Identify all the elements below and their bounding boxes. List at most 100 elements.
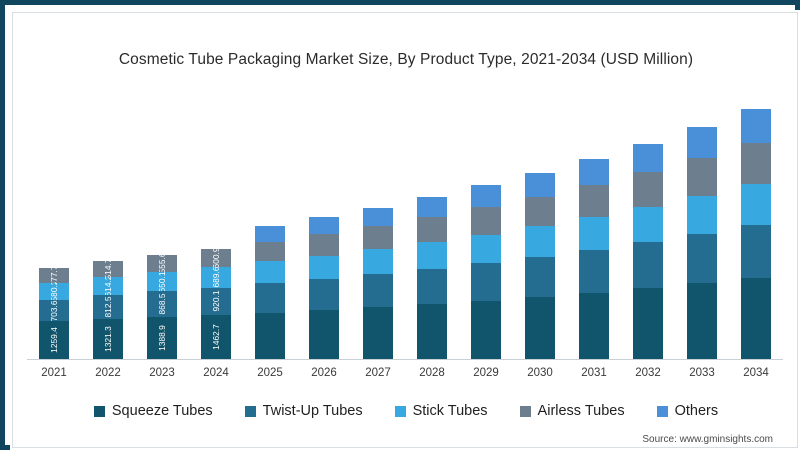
bar-segment[interactable]: [363, 249, 393, 275]
bar-segment[interactable]: [687, 196, 717, 234]
bar-segment[interactable]: 703.6: [39, 300, 69, 322]
bar-segment[interactable]: [741, 108, 771, 143]
bar-segment[interactable]: [363, 307, 393, 359]
bar-segment[interactable]: [579, 292, 609, 359]
bar-segment[interactable]: [363, 207, 393, 227]
bar-segment[interactable]: [579, 158, 609, 185]
bar-segment[interactable]: [525, 196, 555, 227]
bar-segment[interactable]: [417, 217, 447, 243]
bar-segment[interactable]: [471, 234, 501, 263]
legend-item-twist-up-tubes[interactable]: Twist-Up Tubes: [244, 403, 363, 419]
bar-segment-value-label: 868.5: [156, 293, 167, 315]
bar-segment[interactable]: [687, 126, 717, 158]
chart-legend: Squeeze Tubes Twist-Up Tubes Stick Tubes Ai…: [13, 403, 797, 419]
bar-segment[interactable]: [417, 268, 447, 305]
bar-segment[interactable]: [417, 304, 447, 359]
bar-segment[interactable]: [309, 278, 339, 311]
bar-segment[interactable]: [633, 288, 663, 359]
legend-item-label: Twist-Up Tubes: [262, 403, 363, 419]
bar-segment-value-label: 600.9: [210, 248, 221, 267]
bar-segment[interactable]: [525, 226, 555, 257]
x-axis-tick-label: 2025: [257, 367, 283, 379]
bar-segment[interactable]: 650.1: [147, 271, 177, 292]
bar-segment[interactable]: [471, 185, 501, 208]
bar-column[interactable]: [633, 143, 663, 359]
bar-segment[interactable]: 1462.7: [201, 315, 231, 359]
bar-segment[interactable]: [741, 184, 771, 225]
bar-segment[interactable]: [687, 158, 717, 197]
bar-segment[interactable]: 868.5: [147, 291, 177, 318]
legend-item-stick-tubes[interactable]: Stick Tubes: [394, 403, 488, 419]
bar-column[interactable]: [579, 158, 609, 359]
bar-segment[interactable]: [579, 249, 609, 293]
bar-segment[interactable]: [579, 184, 609, 218]
bar-column[interactable]: [471, 185, 501, 359]
legend-item-others[interactable]: Others: [656, 403, 718, 419]
bar-segment[interactable]: 514.7: [93, 261, 123, 277]
bar-segment-value-label: 650.1: [156, 271, 167, 292]
bar-segment[interactable]: 812.5: [93, 294, 123, 320]
bar-segment[interactable]: [687, 283, 717, 359]
bar-segment-value-label: 1462.7: [210, 324, 221, 350]
bar-segment[interactable]: [309, 310, 339, 359]
bar-segment[interactable]: 920.1: [201, 287, 231, 316]
bar-segment-value-label: 689.6: [210, 266, 221, 288]
bar-segment[interactable]: 477.7: [39, 268, 69, 283]
x-axis-tick-label: 2033: [689, 367, 715, 379]
bar-column[interactable]: 600.9 689.6 920.1 1462.7: [201, 248, 231, 359]
bar-segment[interactable]: 1259.4: [39, 321, 69, 359]
bar-column[interactable]: [741, 108, 771, 359]
bar-segment[interactable]: [633, 207, 663, 243]
bar-segment[interactable]: [363, 274, 393, 308]
bar-segment[interactable]: [255, 241, 285, 262]
bar-segment[interactable]: [471, 300, 501, 359]
bar-segment[interactable]: [309, 255, 339, 279]
bar-segment[interactable]: [633, 172, 663, 208]
bar-column[interactable]: [417, 197, 447, 359]
bar-segment[interactable]: [309, 217, 339, 235]
bar-segment[interactable]: [741, 142, 771, 185]
bar-column[interactable]: 514.7 614.2 812.5 1321.3: [93, 261, 123, 359]
bar-column[interactable]: [309, 217, 339, 359]
bar-segment[interactable]: [363, 226, 393, 250]
bar-segment[interactable]: [741, 277, 771, 359]
bar-segment-value-label: 1321.3: [102, 326, 113, 352]
bar-column[interactable]: [363, 207, 393, 359]
bar-segment[interactable]: 580.2: [39, 282, 69, 301]
x-axis-tick-label: 2032: [635, 367, 661, 379]
bar-segment[interactable]: 614.2: [93, 276, 123, 295]
legend-item-airless-tubes[interactable]: Airless Tubes: [519, 403, 625, 419]
bar-segment[interactable]: [417, 242, 447, 269]
bar-segment[interactable]: 555.6: [147, 255, 177, 272]
x-axis-tick-label: 2022: [95, 367, 121, 379]
bar-segment[interactable]: [579, 217, 609, 250]
bar-segment[interactable]: [255, 261, 285, 284]
bar-segment[interactable]: [471, 207, 501, 235]
bar-segment[interactable]: [255, 283, 285, 313]
bar-segment[interactable]: [471, 262, 501, 301]
bar-segment[interactable]: 1321.3: [93, 319, 123, 359]
bar-segment[interactable]: [309, 234, 339, 256]
bar-segment[interactable]: [255, 226, 285, 242]
bar-segment[interactable]: [687, 233, 717, 284]
bar-segment[interactable]: [417, 197, 447, 218]
bar-segment[interactable]: [633, 143, 663, 173]
bar-segment[interactable]: [633, 242, 663, 289]
legend-item-squeeze-tubes[interactable]: Squeeze Tubes: [93, 403, 213, 419]
bar-column[interactable]: [255, 226, 285, 359]
bar-segment[interactable]: [525, 296, 555, 359]
bar-segment[interactable]: [525, 172, 555, 197]
bar-segment[interactable]: 689.6: [201, 266, 231, 288]
bar-segment-value-label: 1259.4: [48, 327, 59, 353]
bar-segment[interactable]: [255, 312, 285, 359]
bar-segment[interactable]: 600.9: [201, 248, 231, 267]
legend-swatch-icon: [93, 405, 105, 417]
bar-column[interactable]: 555.6 650.1 868.5 1388.9: [147, 255, 177, 359]
bar-column[interactable]: [687, 126, 717, 359]
bar-column[interactable]: [525, 172, 555, 359]
bar-segment[interactable]: 1388.9: [147, 317, 177, 359]
bar-column[interactable]: 477.7 580.2 703.6 1259.4: [39, 268, 69, 359]
bar-segment[interactable]: [525, 256, 555, 297]
bar-segment[interactable]: [741, 224, 771, 278]
